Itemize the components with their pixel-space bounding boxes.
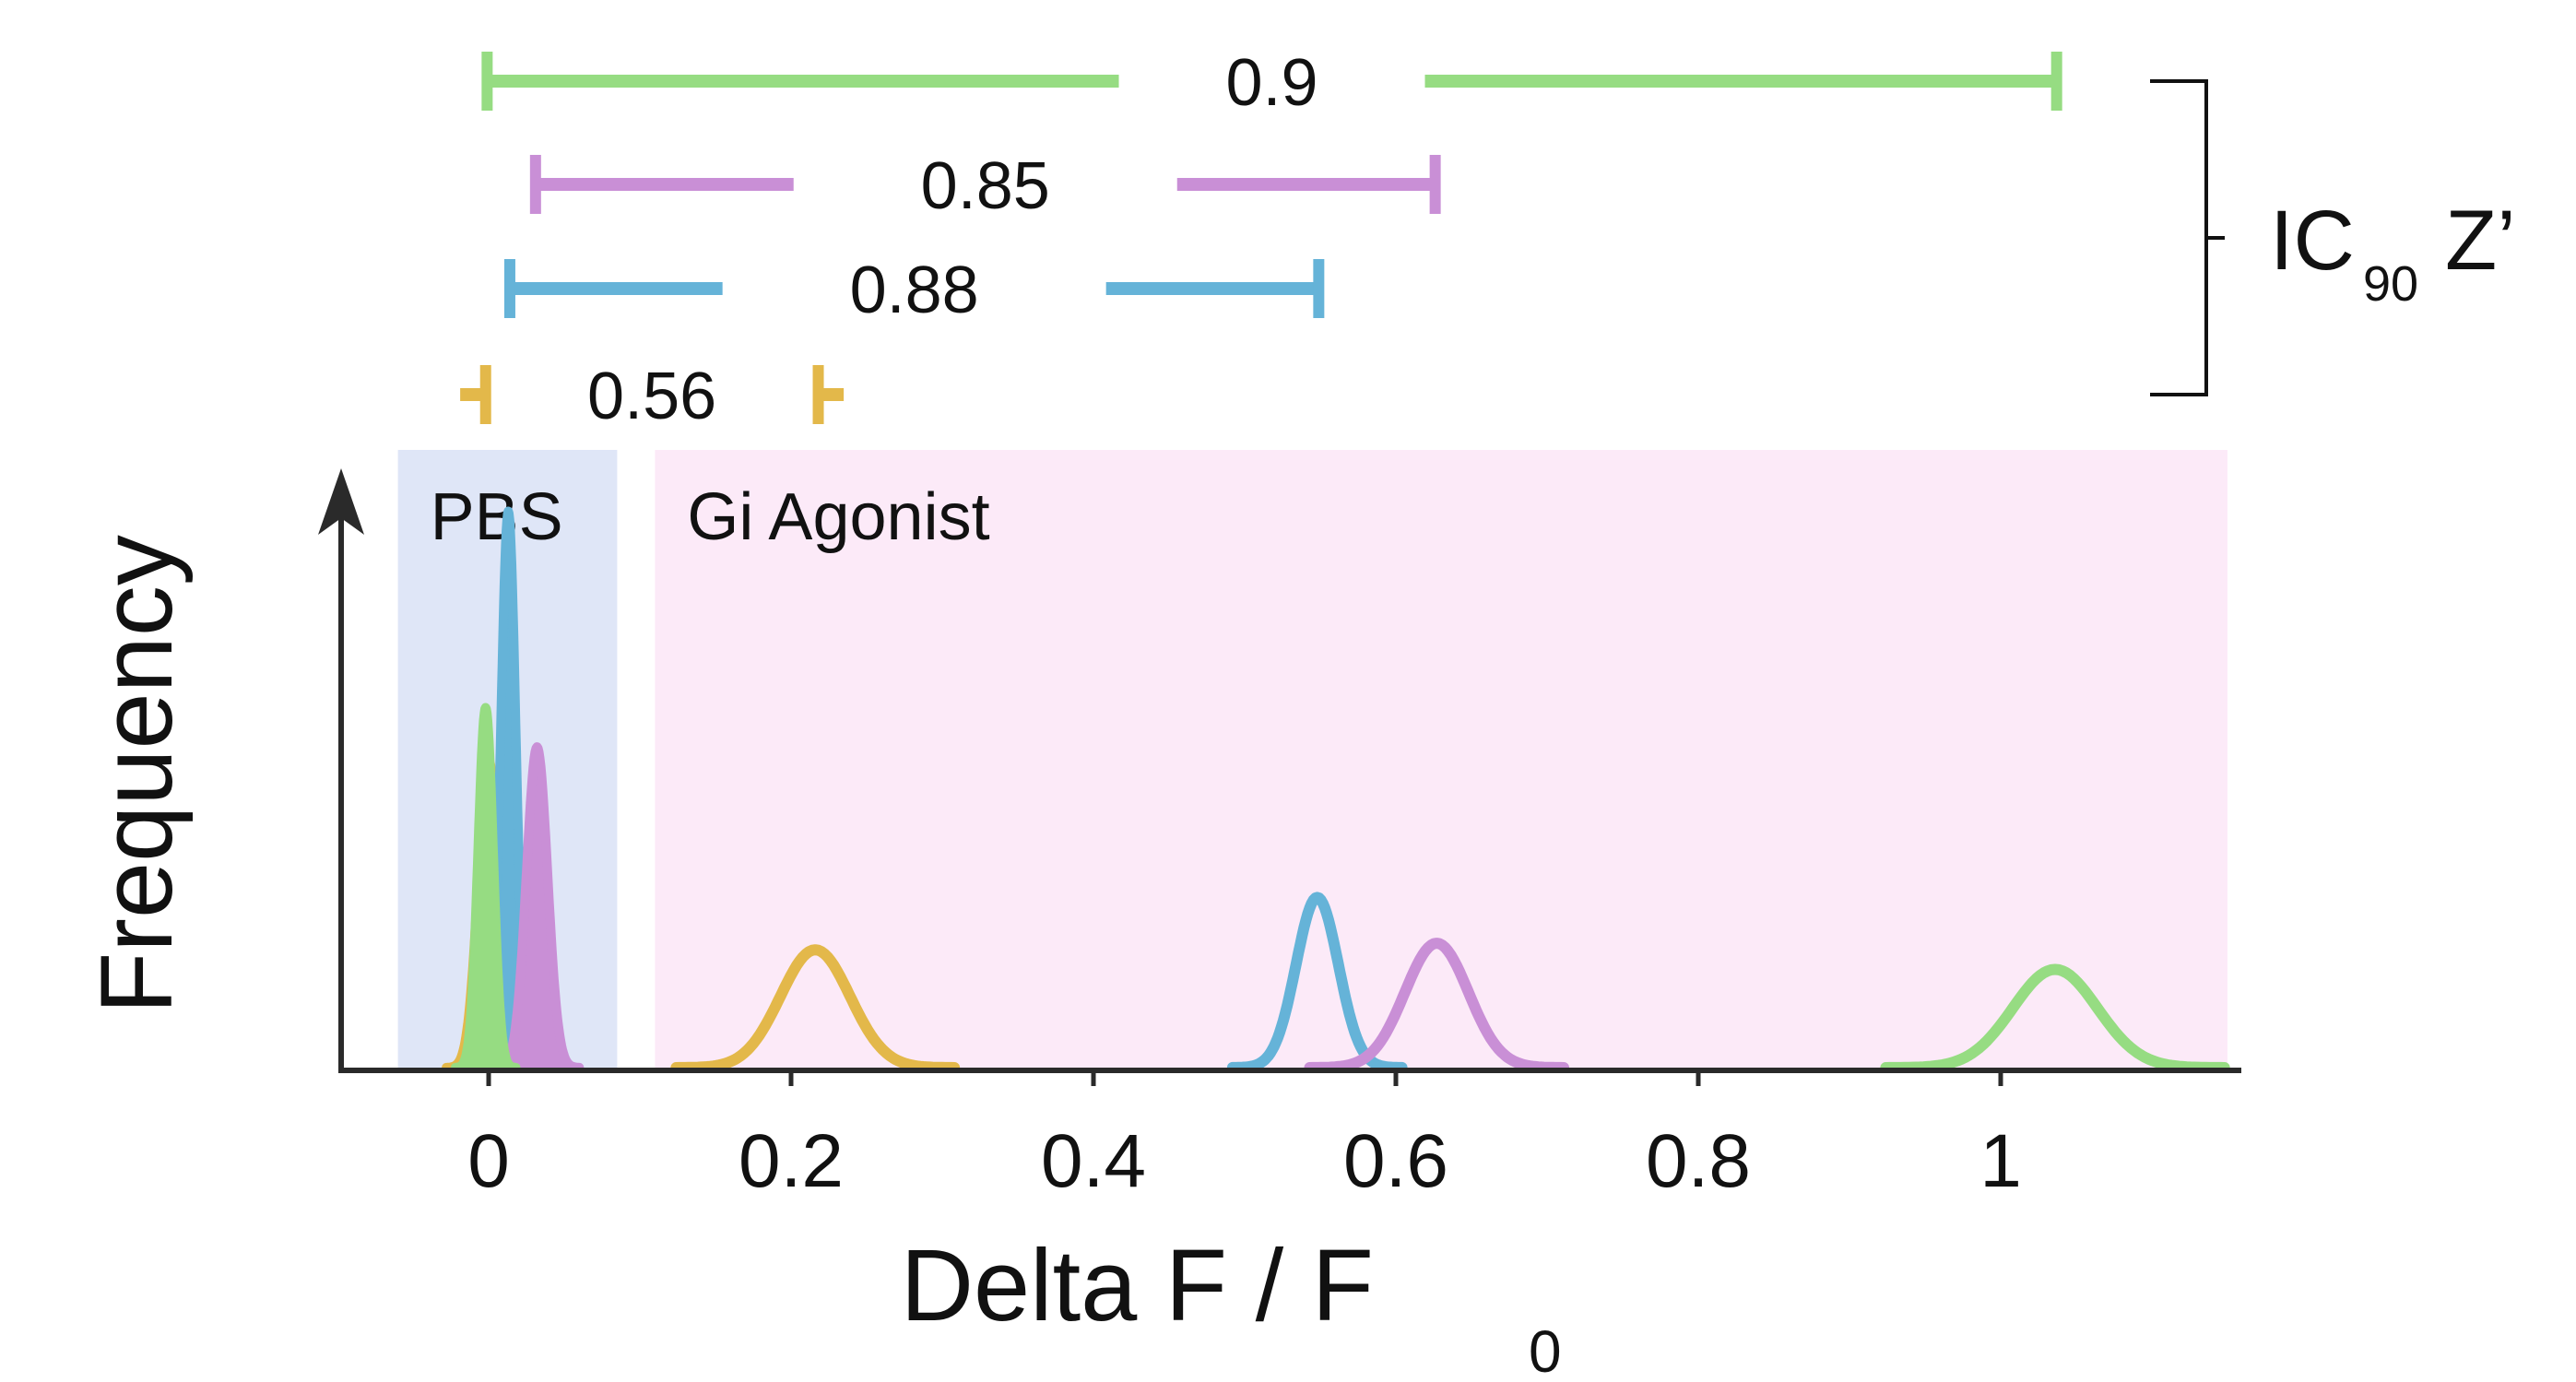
zprime-label: 0.88 xyxy=(850,254,979,327)
x-axis-label: Delta F / F xyxy=(901,1229,1374,1342)
x-tick-label-3: 0.6 xyxy=(1343,1119,1448,1203)
zprime-label: 0.56 xyxy=(587,360,716,433)
region-1 xyxy=(655,450,2227,1068)
positive-control-curve-2 xyxy=(1304,938,1569,1073)
axes xyxy=(318,468,2241,1073)
zprime-label: 0.85 xyxy=(921,149,1050,223)
x-axis-ticks: 0 0.2 0.4 0.6 0.8 1 xyxy=(467,1070,2022,1203)
x-tick-label-1: 0.2 xyxy=(739,1119,844,1203)
x-tick-label-4: 0.8 xyxy=(1646,1119,1751,1203)
bracket-label-suffix: Z’ xyxy=(2445,194,2516,288)
x-axis-label-subscript: 0 xyxy=(1529,1318,1562,1382)
assay-window-2: 0.85 xyxy=(529,149,1441,223)
region-label-0: PBS xyxy=(431,480,563,554)
distribution-curves xyxy=(442,506,2230,1073)
positive-control-curve-0 xyxy=(670,944,961,1073)
y-axis-label: Frequency xyxy=(80,535,194,1014)
assay-window-3: 0.9 xyxy=(481,46,2062,120)
assay-window-0: 0.56 xyxy=(460,360,845,433)
negative-control-curve-3 xyxy=(450,703,521,1072)
bracket-line xyxy=(2150,79,2208,396)
x-tick-label-5: 1 xyxy=(1979,1119,2022,1203)
assay-windows: 0.56 0.88 0.85 0.9 xyxy=(460,46,2062,433)
y-axis-arrow-icon xyxy=(318,468,364,535)
x-tick-label-2: 0.4 xyxy=(1041,1119,1146,1203)
region-label-1: Gi Agonist xyxy=(687,480,989,554)
assay-window-1: 0.88 xyxy=(503,254,1325,327)
bracket-label-subscript: 90 xyxy=(2363,256,2418,312)
zprime-label: 0.9 xyxy=(1225,46,1318,120)
positive-control-curve-1 xyxy=(1226,892,1408,1073)
zprime-bracket: IC 90 Z’ xyxy=(2150,79,2516,396)
positive-control-curve-3 xyxy=(1880,963,2230,1073)
condition-regions: PBS Gi Agonist xyxy=(397,450,2227,1068)
bracket-label: IC xyxy=(2270,194,2355,288)
x-tick-label-0: 0 xyxy=(467,1119,510,1203)
